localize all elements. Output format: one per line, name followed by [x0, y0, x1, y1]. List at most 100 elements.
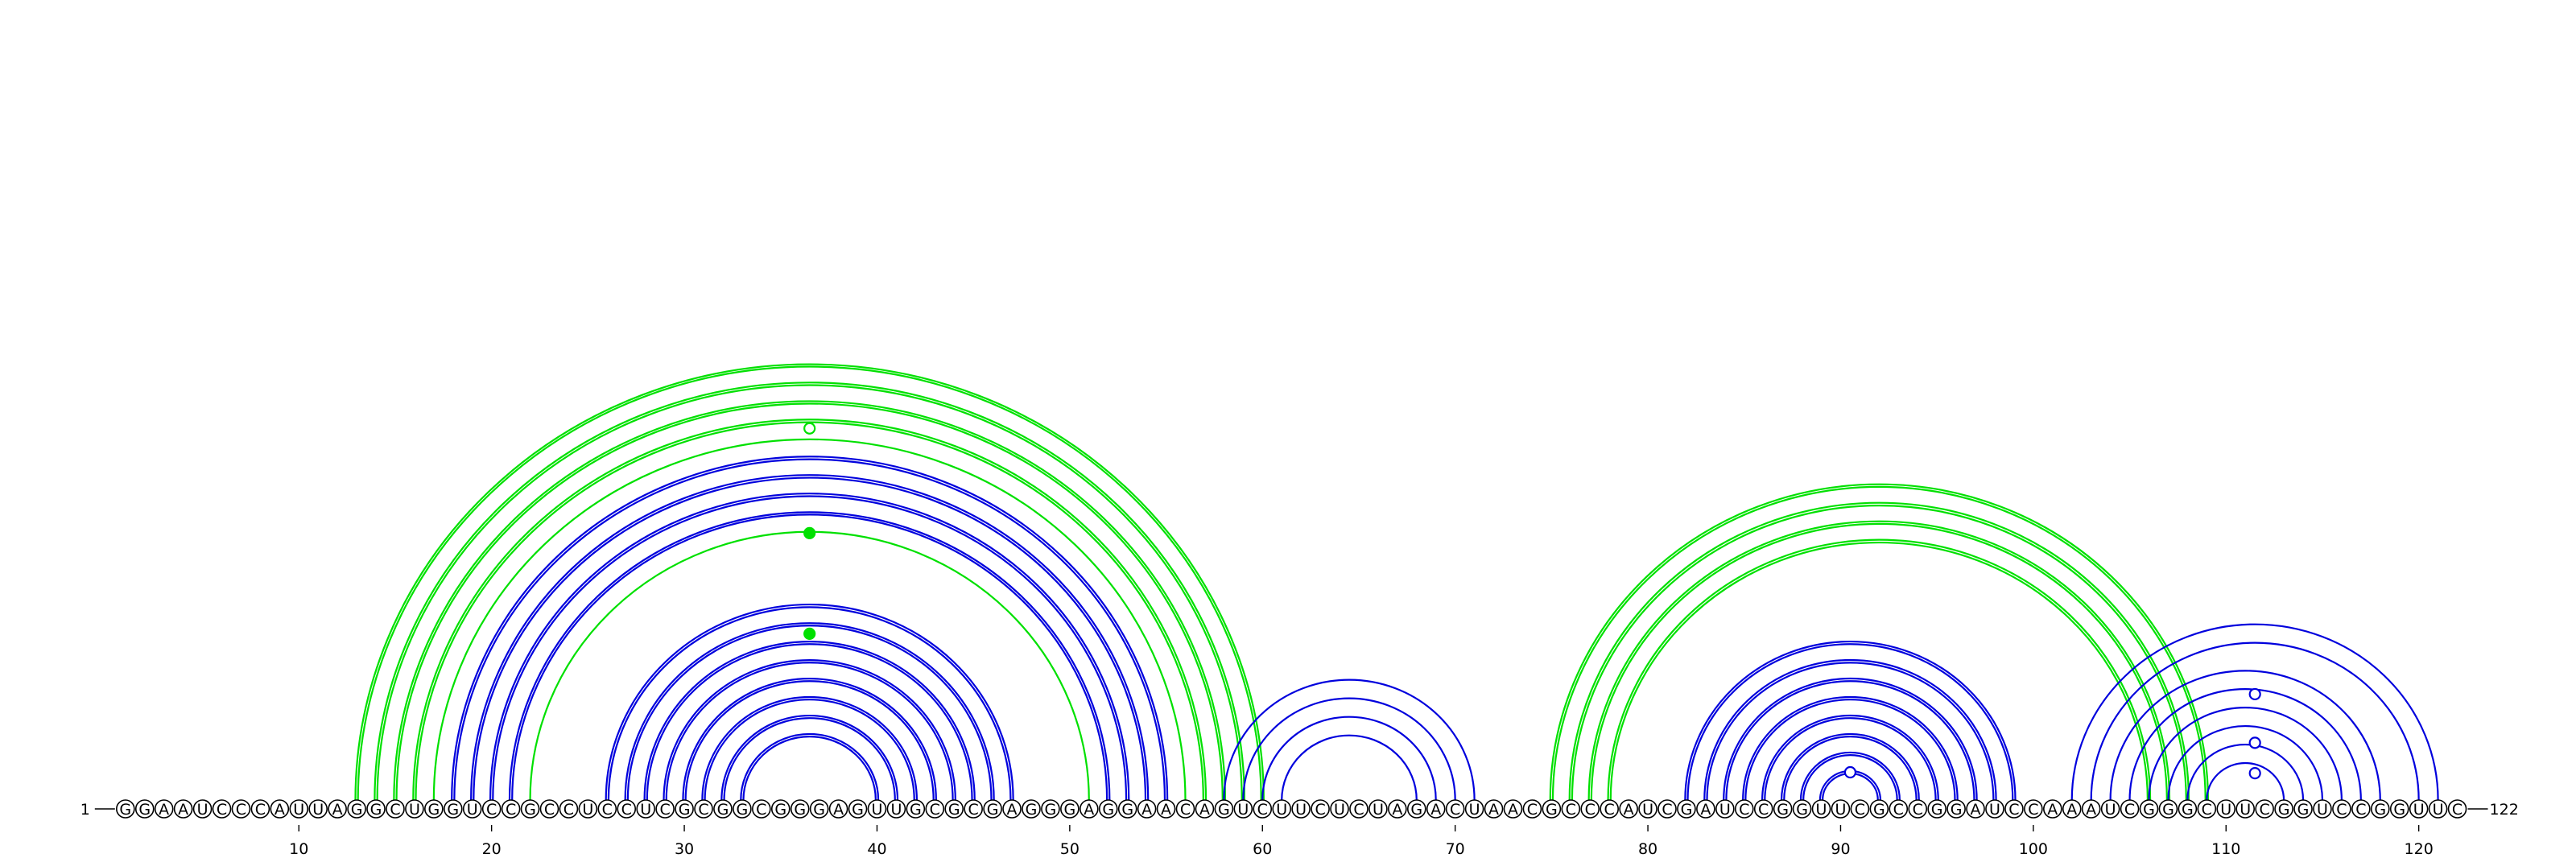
nucleotide-letter: C [602, 801, 613, 819]
nucleotide-109: C [2197, 799, 2217, 819]
nucleotide-67: A [1388, 799, 1407, 819]
arc-26-47-0 [607, 606, 1012, 801]
arc-26-47-1 [605, 603, 1014, 801]
nucleotide-letter: G [1681, 801, 1693, 819]
nucleotide-91: C [1850, 799, 1870, 819]
nucleotide-circle [501, 799, 521, 819]
arc-marker-1 [803, 526, 816, 539]
nucleotide-circle [713, 799, 733, 819]
nucleotide-letter: A [1199, 801, 1210, 819]
nucleotide-letter: C [1604, 801, 1615, 819]
nucleotide-37: G [809, 799, 829, 819]
nucleotide-letter: C [1893, 801, 1904, 819]
nucleotide-letter: G [1796, 801, 1808, 819]
nucleotide-66: U [1368, 799, 1388, 819]
base-pair-arcs [354, 363, 2439, 801]
nucleotide-circle [1619, 799, 1638, 819]
tick-label-40: 40 [867, 840, 886, 858]
nucleotide-circle [192, 799, 213, 819]
nucleotide-letter: G [2162, 801, 2174, 819]
nucleotide-circle [1484, 799, 1504, 819]
nucleotide-letter: C [2259, 801, 2269, 819]
arc-30-43-0 [684, 680, 935, 801]
nucleotide-letter: G [679, 801, 691, 819]
nucleotide-letter: A [275, 801, 285, 819]
arc-16-57-1 [412, 419, 1208, 801]
nucleotide-letter: C [621, 801, 632, 819]
nucleotide-114: G [2293, 799, 2313, 819]
nucleotide-49: G [1041, 799, 1060, 819]
nucleotide-77: C [1580, 799, 1600, 819]
nucleotide-letter: G [1218, 801, 1230, 819]
nucleotide-letter: U [467, 801, 478, 819]
nucleotide-letter: G [2182, 801, 2194, 819]
nucleotide-letter: G [2297, 801, 2310, 819]
nucleotide-letter: C [1585, 801, 1596, 819]
nucleotide-circle [1638, 799, 1657, 819]
nucleotide-122: C [2447, 799, 2467, 819]
nucleotide-letter: C [236, 801, 246, 819]
nucleotide-1: G [116, 799, 135, 819]
nucleotide-62: U [1291, 799, 1311, 819]
nucleotide-letter: C [756, 801, 766, 819]
nucleotide-letter: G [1951, 801, 1963, 819]
nucleotide-circle [1098, 799, 1118, 819]
arc-marker-2 [803, 627, 816, 640]
nucleotide-circle [1253, 799, 1273, 819]
arc-78-106-1 [1607, 538, 2152, 801]
nucleotide-letter: G [813, 801, 825, 819]
nucleotide-letter: A [1624, 801, 1634, 819]
nucleotide-circle [1464, 799, 1484, 819]
nucleotide-circle [308, 799, 328, 819]
nucleotide-letter: U [1719, 801, 1731, 819]
nucleotide-circle [1272, 799, 1291, 819]
arc-77-107-1 [1587, 520, 2171, 801]
nucleotide-letter: C [930, 801, 940, 819]
nucleotide-letter: A [1084, 801, 1094, 819]
nucleotide-circle [2447, 799, 2467, 819]
nucleotide-25: U [578, 799, 598, 819]
arc-84-97-1 [1723, 677, 1978, 801]
nucleotide-letter: G [138, 801, 151, 819]
nucleotide-letter: A [1392, 801, 1402, 819]
nucleotide-circle [1311, 799, 1330, 819]
nucleotide-letter: G [427, 801, 440, 819]
nucleotide-21: C [501, 799, 521, 819]
nucleotide-5: U [192, 799, 213, 819]
nucleotide-circle [1792, 799, 1812, 819]
nucleotide-72: A [1484, 799, 1504, 819]
nucleotide-letter: G [1026, 801, 1038, 819]
nucleotide-43: C [925, 799, 945, 819]
nucleotide-letter: C [1566, 801, 1576, 819]
nucleotide-letter: C [255, 801, 266, 819]
nucleotide-116: C [2332, 799, 2351, 819]
nucleotide-circle [1233, 799, 1253, 819]
arc-22-51-0 [529, 530, 1090, 801]
nucleotide-letter: G [1102, 801, 1114, 819]
nucleotide-circle [1175, 799, 1195, 819]
nucleotide-circle [1715, 799, 1735, 819]
nucleotide-92: G [1869, 799, 1889, 819]
nucleotide-circle [1214, 799, 1234, 819]
arc-87-94-0 [1783, 736, 1918, 801]
arc-13-60-1 [354, 363, 1265, 801]
arc-58-71-0 [1223, 679, 1476, 801]
nucleotide-circle [212, 799, 232, 819]
nucleotide-letter: G [2143, 801, 2155, 819]
arc-86-95-1 [1761, 714, 1939, 801]
nucleotide-circle [1580, 799, 1600, 819]
nucleotide-letter: G [794, 801, 806, 819]
nucleotide-80: U [1638, 799, 1657, 819]
nucleotide-111: U [2235, 799, 2255, 819]
nucleotide-letter: A [332, 801, 343, 819]
nucleotide-circle [1850, 799, 1870, 819]
nucleotide-letter: A [1508, 801, 1518, 819]
nucleotide-20: C [481, 799, 502, 819]
nucleotide-87: G [1773, 799, 1793, 819]
nucleotide-11: U [308, 799, 328, 819]
arc-109-113-0 [2206, 762, 2285, 801]
arc-27-46-1 [624, 621, 995, 801]
nucleotide-circle [443, 799, 463, 819]
nucleotide-letter: C [2336, 801, 2347, 819]
